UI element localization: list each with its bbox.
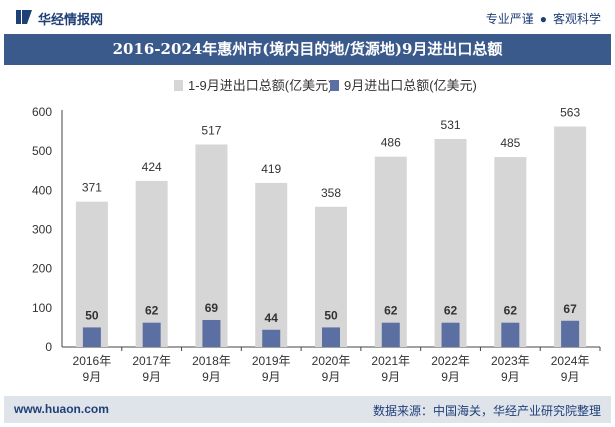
x-tick-label: 2018年 9月 xyxy=(192,354,231,384)
y-tick-label: 100 xyxy=(32,301,52,315)
x-tick-label-line: 2021年 xyxy=(371,354,410,368)
x-tick-label: 2023年 9月 xyxy=(491,354,530,384)
bar-total-5 xyxy=(315,206,347,347)
y-tick-label: 400 xyxy=(32,183,52,197)
y-tick-label: 600 xyxy=(32,105,52,119)
chart-area: 1-9月进出口总额(亿美元) 9月进出口总额(亿美元) 0 100 200 300 400 5… xyxy=(0,65,615,395)
x-tick-label-line: 2022年 xyxy=(431,354,470,368)
data-label-month: 67 xyxy=(563,302,577,316)
x-tick-label: 2020年 9月 xyxy=(312,354,351,384)
separator-dot-icon: ● xyxy=(539,12,547,26)
data-label-total: 371 xyxy=(82,181,102,195)
bar-total-8 xyxy=(494,157,527,347)
x-tick-label-line: 9月 xyxy=(501,370,520,384)
x-tick-label-line: 9月 xyxy=(561,370,580,384)
data-label-total: 485 xyxy=(500,136,520,150)
data-label-month: 62 xyxy=(444,304,458,318)
bar-month-5 xyxy=(322,327,340,347)
bar-month-8 xyxy=(501,322,520,347)
x-tick-label-line: 9月 xyxy=(441,370,460,384)
bar-month-4 xyxy=(262,329,281,347)
bar-total-9 xyxy=(554,126,587,347)
data-label-total: 424 xyxy=(142,160,162,174)
data-label-month: 69 xyxy=(205,301,219,315)
footer-bar: www.huaon.com 数据来源：中国海关，华经产业研究院整理 xyxy=(4,396,611,423)
x-tick-label-line: 2024年 xyxy=(551,354,590,368)
x-tick-label-line: 9月 xyxy=(322,370,341,384)
data-label-total: 486 xyxy=(381,136,401,150)
x-tick-label-line: 9月 xyxy=(83,370,102,384)
x-tick-label-line: 9月 xyxy=(142,370,161,384)
tagline-left: 专业严谨 xyxy=(485,12,534,26)
tagline: 专业严谨 ● 客观科学 xyxy=(486,10,601,27)
x-tick-label: 2021年 9月 xyxy=(371,354,410,384)
x-tick-label: 2022年 9月 xyxy=(431,354,470,384)
legend-label-2: 9月进出口总额(亿美元) xyxy=(344,78,477,93)
x-tick-label: 2017年 9月 xyxy=(132,354,171,384)
bar-month-7 xyxy=(441,322,460,347)
x-tick-label-line: 2016年 xyxy=(73,354,112,368)
bar-chart: 1-9月进出口总额(亿美元) 9月进出口总额(亿美元) 0 100 200 300 400 5… xyxy=(32,78,601,384)
data-label-month: 44 xyxy=(265,311,279,325)
data-label-month: 62 xyxy=(384,304,398,318)
data-label-month: 50 xyxy=(85,308,99,322)
bar-month-9 xyxy=(561,320,580,347)
data-label-total: 419 xyxy=(261,162,281,176)
tagline-right: 客观科学 xyxy=(552,12,601,26)
huajing-logo-icon xyxy=(16,10,32,24)
x-tick-label: 2019年 9月 xyxy=(252,354,291,384)
data-label-total: 563 xyxy=(560,105,580,119)
bar-total-1 xyxy=(75,201,108,347)
x-tick-label: 2016年 9月 xyxy=(73,354,112,384)
bar-month-3 xyxy=(202,319,221,347)
x-tick-label-line: 2023年 xyxy=(491,354,530,368)
x-tick-label-line: 2019年 xyxy=(252,354,291,368)
x-tick-label-line: 2017年 xyxy=(132,354,171,368)
bar-month-2 xyxy=(142,322,161,347)
x-tick-label-line: 9月 xyxy=(262,370,281,384)
data-label-month: 62 xyxy=(504,304,518,318)
data-label-month: 50 xyxy=(324,308,338,322)
data-label-month: 62 xyxy=(145,304,159,318)
legend-swatch-2 xyxy=(330,80,339,91)
x-tick-label-line: 9月 xyxy=(202,370,221,384)
y-tick-label: 300 xyxy=(32,223,52,237)
chart-title: 2016-2024年惠州市(境内目的地/货源地)9月进出口总额 xyxy=(4,34,611,65)
footer-source: 数据来源：中国海关，华经产业研究院整理 xyxy=(372,404,601,418)
data-label-total: 517 xyxy=(201,124,221,138)
x-tick-label-line: 9月 xyxy=(381,370,400,384)
bar-total-4 xyxy=(255,182,288,347)
y-tick-label: 200 xyxy=(32,262,52,276)
brand-name: 华经情报网 xyxy=(38,12,104,27)
top-bar: 华经情报网 专业严谨 ● 客观科学 xyxy=(0,0,615,34)
x-tick-label: 2024年 9月 xyxy=(551,354,590,384)
x-tick-label-line: 2018年 xyxy=(192,354,231,368)
bar-month-6 xyxy=(381,322,400,347)
y-tick-label: 500 xyxy=(32,144,52,158)
y-tick-label: 0 xyxy=(45,340,52,354)
data-label-total: 358 xyxy=(321,186,341,200)
bar-total-7 xyxy=(434,139,467,347)
bar-total-3 xyxy=(195,144,228,347)
footer-url: www.huaon.com xyxy=(14,402,109,416)
legend-label-1: 1-9月进出口总额(亿美元) xyxy=(188,78,332,93)
data-label-total: 531 xyxy=(441,118,461,132)
legend-swatch-1 xyxy=(174,80,183,91)
bar-total-6 xyxy=(374,156,407,347)
bar-total-2 xyxy=(135,180,168,347)
bar-month-1 xyxy=(82,327,101,347)
x-tick-label-line: 2020年 xyxy=(312,354,351,368)
